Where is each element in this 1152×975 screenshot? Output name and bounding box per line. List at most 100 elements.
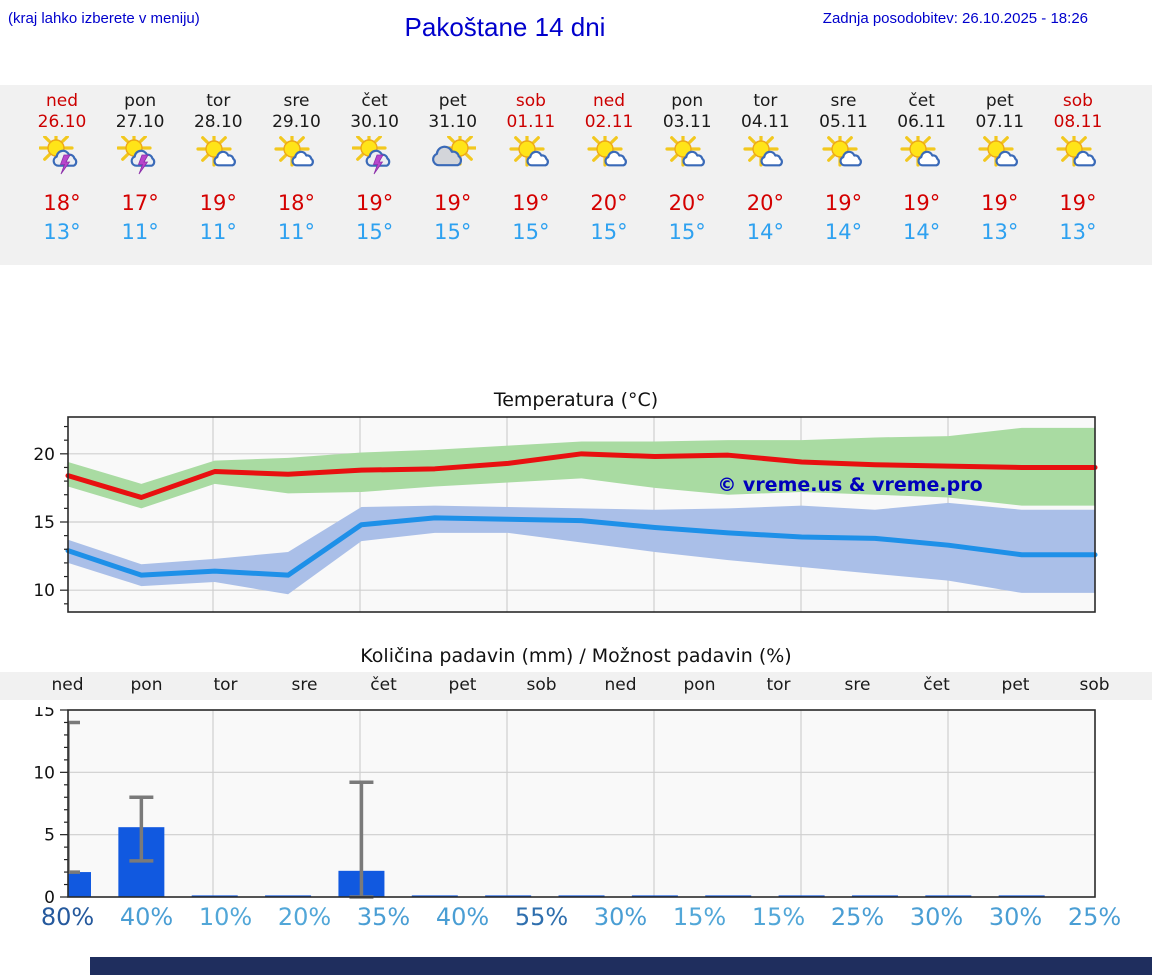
- sun-cloud-icon: [274, 136, 315, 167]
- day-weather-icon: [883, 136, 961, 182]
- day-weather-icon: [336, 136, 414, 182]
- day-high-temp: 19°: [1059, 191, 1097, 215]
- day-low-temp: 15°: [434, 220, 472, 244]
- day-name-label: sob: [1062, 91, 1093, 111]
- forecast-day-col[interactable]: pet 07.11 19° 13°: [961, 91, 1039, 245]
- precip-probability: 30%: [988, 903, 1043, 931]
- day-low-temp: 11°: [277, 220, 316, 244]
- sun-cloud-storm-icon: [39, 136, 78, 175]
- day-name-label: ned: [45, 91, 79, 111]
- precip-day-label: tor: [213, 675, 238, 695]
- day-high-temp: 18°: [277, 191, 316, 215]
- day-date-label: 06.11: [897, 112, 946, 132]
- day-weather-icon: [805, 136, 883, 182]
- precip-day-label: ned: [604, 675, 637, 695]
- precip-day-label: pon: [683, 675, 716, 695]
- day-low-temp: 11°: [121, 220, 159, 244]
- forecast-day-col[interactable]: čet 30.10 19° 15°: [336, 91, 414, 245]
- day-name-label: pon: [671, 91, 704, 111]
- day-name-label: pet: [985, 91, 1014, 111]
- day-date-label: 27.10: [115, 112, 165, 132]
- day-name-label: pet: [438, 91, 467, 111]
- forecast-day-col[interactable]: ned 26.10 18° 13°: [23, 91, 101, 245]
- svg-text:10: 10: [33, 763, 55, 783]
- day-weather-icon: [726, 136, 804, 182]
- day-name-label: ned: [593, 91, 626, 111]
- precip-probability: 35%: [356, 903, 411, 931]
- day-low-temp: 13°: [43, 220, 81, 244]
- day-high-temp: 19°: [355, 191, 394, 215]
- svg-text:15: 15: [33, 513, 55, 533]
- day-name-label: sre: [283, 91, 310, 111]
- forecast-day-col[interactable]: sob 08.11 19° 13°: [1039, 91, 1117, 245]
- sun-cloud-icon: [900, 136, 940, 167]
- forecast-day-col[interactable]: tor 28.10 19° 11°: [179, 91, 257, 245]
- day-date-label: 08.11: [1053, 112, 1103, 132]
- precipitation-chart: 0 5 10 15: [33, 707, 1096, 903]
- day-date-label: 05.11: [819, 112, 868, 132]
- day-date-label: 29.10: [272, 112, 321, 132]
- day-date-label: 01.11: [506, 112, 556, 132]
- day-name-label: tor: [206, 91, 231, 111]
- day-weather-icon: [414, 136, 492, 182]
- day-high-temp: 19°: [903, 191, 941, 215]
- day-name-label: čet: [908, 91, 935, 111]
- precip-probability: 40%: [435, 903, 490, 931]
- day-low-temp: 15°: [590, 220, 628, 244]
- precip-day-label: pet: [1001, 675, 1030, 695]
- precip-probability: 55%: [514, 903, 569, 931]
- forecast-day-col[interactable]: pon 03.11 20° 15°: [648, 91, 726, 245]
- day-weather-icon: [492, 136, 570, 182]
- precip-probability: 15%: [751, 903, 806, 931]
- forecast-day-col[interactable]: pon 27.10 17° 11°: [101, 91, 179, 245]
- day-date-label: 03.11: [662, 112, 712, 132]
- precip-probability: 25%: [1067, 903, 1122, 931]
- day-low-temp: 15°: [355, 220, 394, 244]
- day-low-temp: 14°: [824, 220, 863, 244]
- day-high-temp: 20°: [590, 191, 628, 215]
- precip-day-label: tor: [766, 675, 791, 695]
- precip-day-label: pet: [448, 675, 477, 695]
- day-low-temp: 14°: [746, 220, 784, 244]
- day-high-temp: 19°: [981, 191, 1019, 215]
- forecast-day-col[interactable]: sre 29.10 18° 11°: [257, 91, 335, 245]
- day-name-label: čet: [361, 91, 388, 111]
- day-low-temp: 13°: [981, 220, 1019, 244]
- precip-day-label: pon: [130, 675, 163, 695]
- day-high-temp: 19°: [512, 191, 550, 215]
- precipitation-probability-row: 80% 40% 10% 20% 35% 40% 55% 30% 15% 15% 25% 30% 30% 2…: [0, 903, 1152, 937]
- forecast-day-col[interactable]: čet 06.11 19° 14°: [883, 91, 961, 245]
- sun-cloud-icon: [196, 136, 237, 167]
- forecast-day-col[interactable]: tor 04.11 20° 14°: [726, 91, 804, 245]
- day-weather-icon: [23, 136, 101, 182]
- svg-text:20: 20: [33, 445, 55, 465]
- precip-day-label: sre: [844, 675, 871, 695]
- menu-hint-note: (kraj lahko izberete v meniju): [8, 10, 200, 27]
- day-high-temp: 19°: [199, 191, 237, 215]
- day-high-temp: 18°: [43, 191, 81, 215]
- precip-day-label: sob: [526, 675, 557, 695]
- day-name-label: sre: [830, 91, 857, 111]
- day-date-label: 31.10: [428, 112, 478, 132]
- forecast-day-col[interactable]: pet 31.10 19° 15°: [414, 91, 492, 245]
- precip-probability: 40%: [119, 903, 174, 931]
- day-low-temp: 11°: [199, 220, 237, 244]
- sun-cloud-storm-icon: [351, 136, 390, 175]
- sun-cloud-icon: [743, 136, 784, 167]
- day-weather-icon: [1039, 136, 1117, 182]
- day-name-label: sob: [515, 91, 546, 111]
- precip-probability: 80%: [40, 903, 95, 931]
- sun-cloud-icon: [509, 136, 549, 167]
- watermark: © vreme.us & vreme.pro: [717, 474, 982, 496]
- forecast-day-col[interactable]: sob 01.11 19° 15°: [492, 91, 570, 245]
- svg-text:0: 0: [44, 888, 55, 903]
- day-high-temp: 19°: [824, 191, 863, 215]
- day-low-temp: 15°: [668, 220, 706, 244]
- forecast-day-col[interactable]: ned 02.11 20° 15°: [570, 91, 648, 245]
- day-low-temp: 13°: [1059, 220, 1097, 244]
- svg-text:5: 5: [44, 826, 55, 846]
- last-update-label: Zadnja posodobitev: 26.10.2025 - 18:26: [822, 10, 1088, 27]
- day-weather-icon: [648, 136, 726, 182]
- forecast-day-col[interactable]: sre 05.11 19° 14°: [805, 91, 883, 245]
